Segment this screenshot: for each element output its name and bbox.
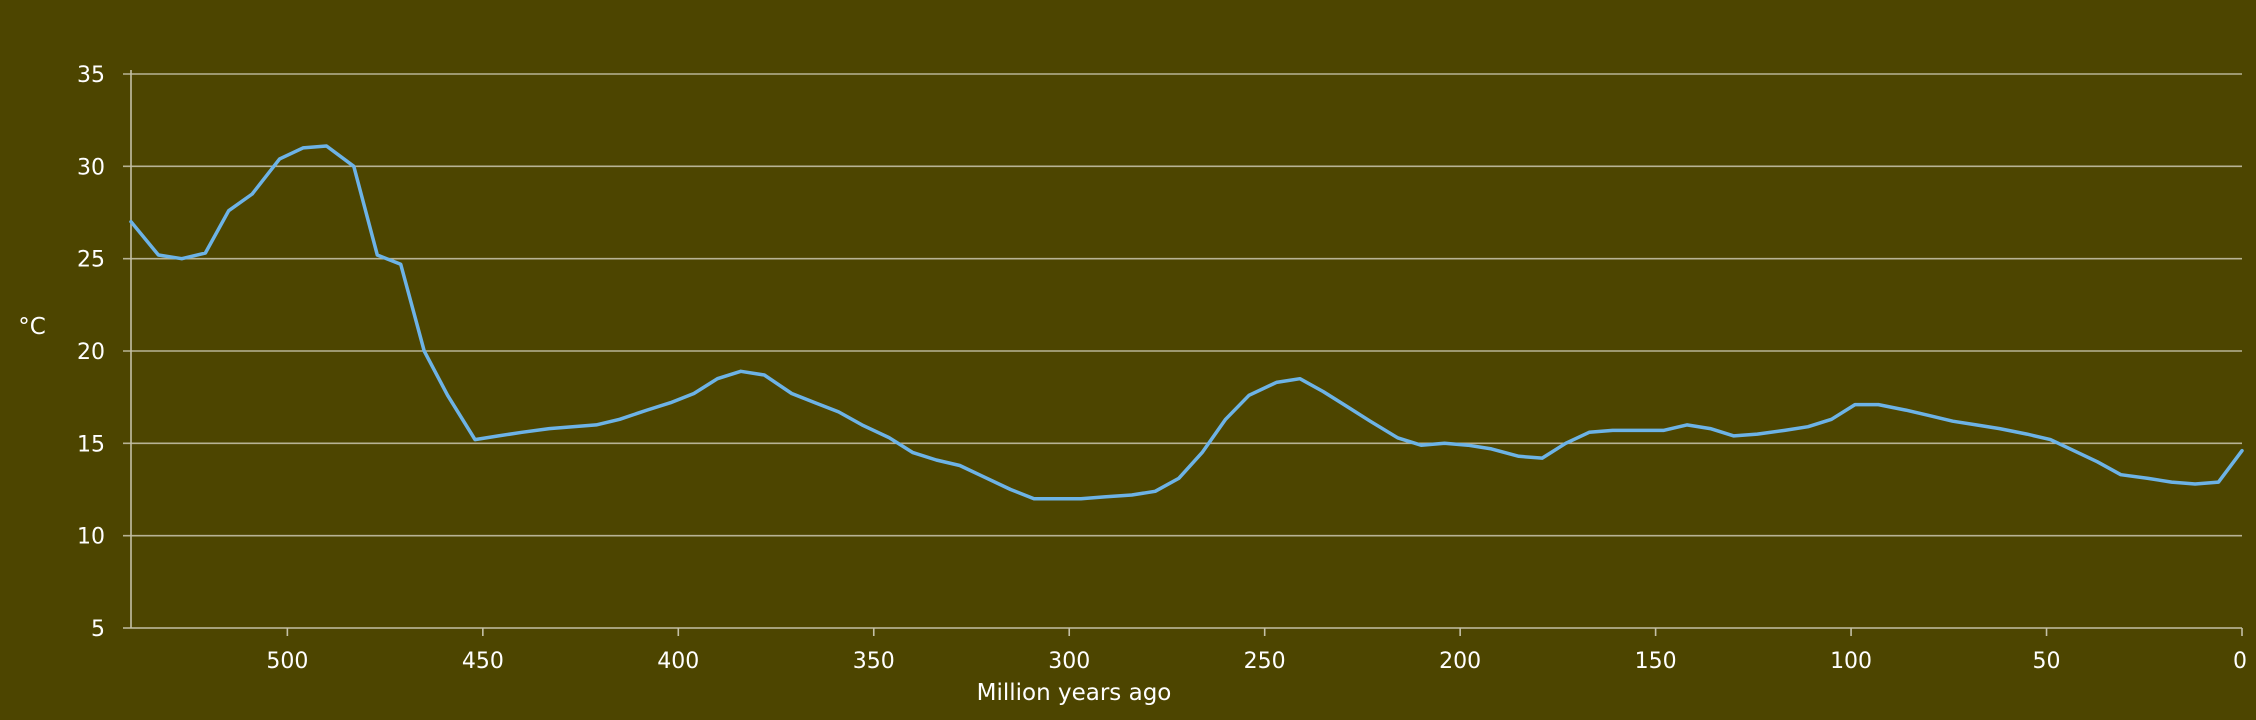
x-axis-title: Million years ago	[977, 680, 1172, 706]
x-tick-label-100: 100	[1830, 649, 1872, 674]
axes	[123, 70, 2243, 636]
y-tick-label-20: 20	[77, 340, 105, 365]
x-tick-label-150: 150	[1635, 649, 1677, 674]
y-tick-label-30: 30	[77, 155, 105, 180]
grid-lines	[123, 73, 2242, 537]
x-tick-label-250: 250	[1244, 649, 1286, 674]
x-tick-label-500: 500	[266, 649, 308, 674]
series-layer	[129, 144, 2244, 501]
y-tick-label-15: 15	[77, 432, 105, 457]
x-tick-label-450: 450	[462, 649, 504, 674]
x-tick-label-400: 400	[657, 649, 699, 674]
x-tick-label-300: 300	[1048, 649, 1090, 674]
y-tick-label-5: 5	[91, 617, 105, 642]
y-axis-title: °C	[18, 314, 46, 340]
x-tick-label-50: 50	[2033, 649, 2061, 674]
y-tick-label-25: 25	[77, 248, 105, 273]
series-line-0	[129, 144, 2244, 501]
x-tick-label-350: 350	[853, 649, 895, 674]
y-tick-label-35: 35	[77, 63, 105, 88]
x-tick-label-0: 0	[2233, 649, 2247, 674]
y-tick-label-10: 10	[77, 525, 105, 550]
x-tick-label-200: 200	[1439, 649, 1481, 674]
